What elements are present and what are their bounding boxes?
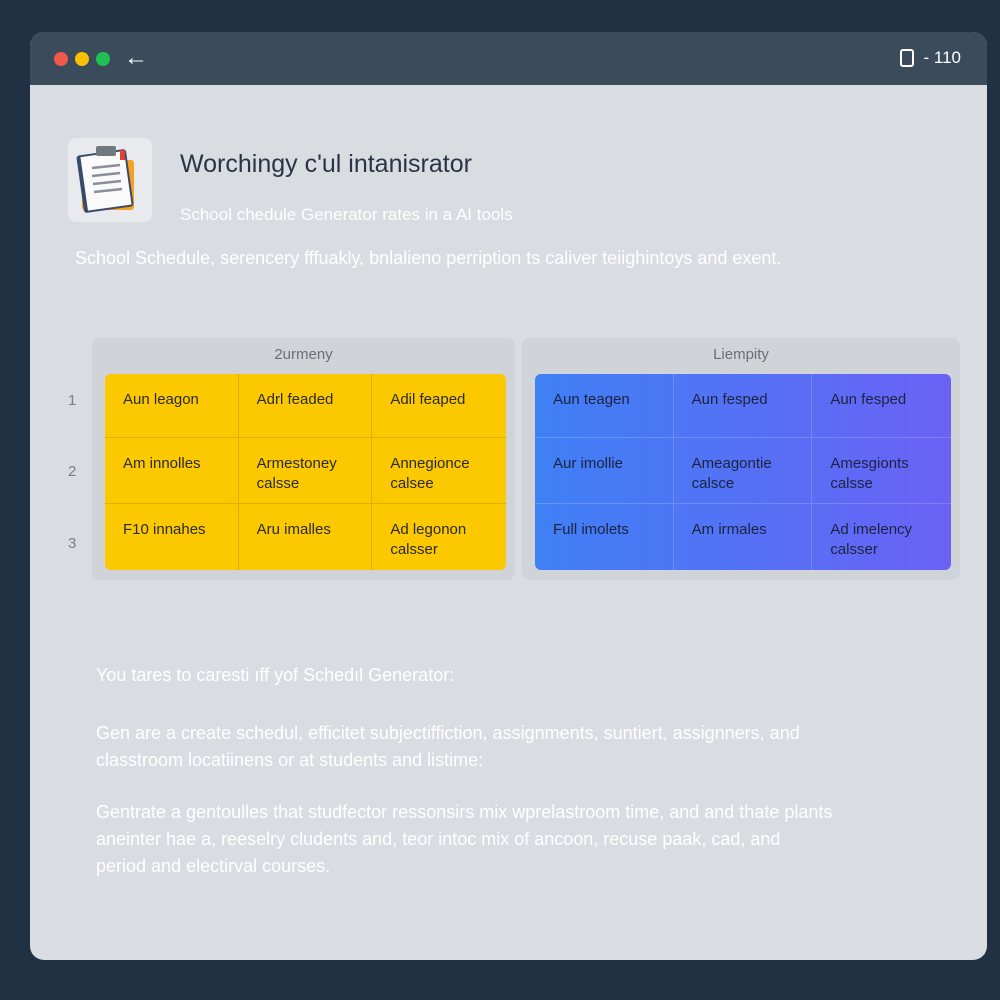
text-line: classtroom locatiinens or at students an… [96, 750, 484, 770]
table-cell[interactable]: Ameagontie calsce [673, 438, 813, 504]
schedule-table-left: 2urmeny Aun leagon Adrl feaded Adil feaped… [92, 338, 515, 580]
table-cell[interactable]: Ad imelency calsser [830, 521, 913, 558]
table-cell[interactable]: F10 innahes [105, 504, 239, 570]
table-cell[interactable]: Adrl feaded [238, 374, 373, 438]
row-number: 3 [68, 535, 77, 552]
table-cell[interactable]: Ad legonon calsser [390, 521, 467, 558]
table-title: 2urmeny [274, 346, 333, 363]
minimize-button[interactable] [75, 52, 89, 66]
table-cell[interactable]: Adil feaped [372, 374, 506, 438]
table-cell[interactable]: Aun leagon [105, 374, 239, 438]
arrow-left-icon[interactable]: ← [124, 44, 148, 71]
table-cell[interactable]: Aur imollie [535, 438, 674, 504]
clipboard-icon [68, 138, 152, 222]
paragraph-1: Gen are a create schedul, efficitet subj… [96, 720, 800, 774]
row-number: 1 [68, 392, 77, 409]
table-cell[interactable]: Aun teagen [535, 374, 674, 438]
schedule-table-right: Liempity Aun teagen Aun fesped Aun fesped A… [522, 338, 960, 580]
text-line: Gentrate a gentoulles that studfector re… [96, 802, 833, 822]
table-cell[interactable]: Am innolles [105, 438, 239, 504]
device-icon[interactable] [899, 49, 914, 67]
table-title: Liempity [713, 346, 769, 363]
table-cell[interactable]: Annegionce calsee [372, 438, 506, 504]
table-cell[interactable]: Aru imalles [239, 504, 373, 570]
table-cell[interactable]: Amesgionts calsse [812, 438, 951, 504]
table-cell[interactable]: Full imolets [535, 504, 674, 570]
page-description: School Schedule, serencery fffuakly, bnl… [75, 248, 782, 268]
maximize-button[interactable] [96, 52, 110, 66]
text-line: Gen are a create schedul, efficitet subj… [96, 723, 800, 743]
table-cell[interactable]: Armestoney calsse [238, 438, 373, 504]
title-bar: ← - 110 [30, 32, 987, 85]
close-button[interactable] [54, 52, 68, 66]
app-window: ← - 110 Worchingy c'ul intanisrator Scho… [30, 32, 987, 960]
row-number: 2 [68, 463, 77, 480]
zoom-readout: - 110 [923, 48, 962, 67]
page-subtitle: School chedule Generator rates in a AI t… [180, 205, 513, 224]
text-line: aneinter hae a, reeselry cludents and, t… [96, 829, 781, 849]
paragraph-2: Gentrate a gentoulles that studfector re… [96, 799, 832, 880]
table-cell[interactable]: Aun fesped [812, 374, 951, 438]
table-cell[interactable]: Am irmales [674, 504, 813, 570]
section-heading: You tares to carestі ıff yof Schedıl Gen… [96, 665, 455, 685]
text-line: period and electirval courses. [96, 856, 331, 876]
page-title: Worchingy c'ul intanisrator [180, 150, 472, 178]
table-cell[interactable]: Aun fesped [673, 374, 813, 438]
